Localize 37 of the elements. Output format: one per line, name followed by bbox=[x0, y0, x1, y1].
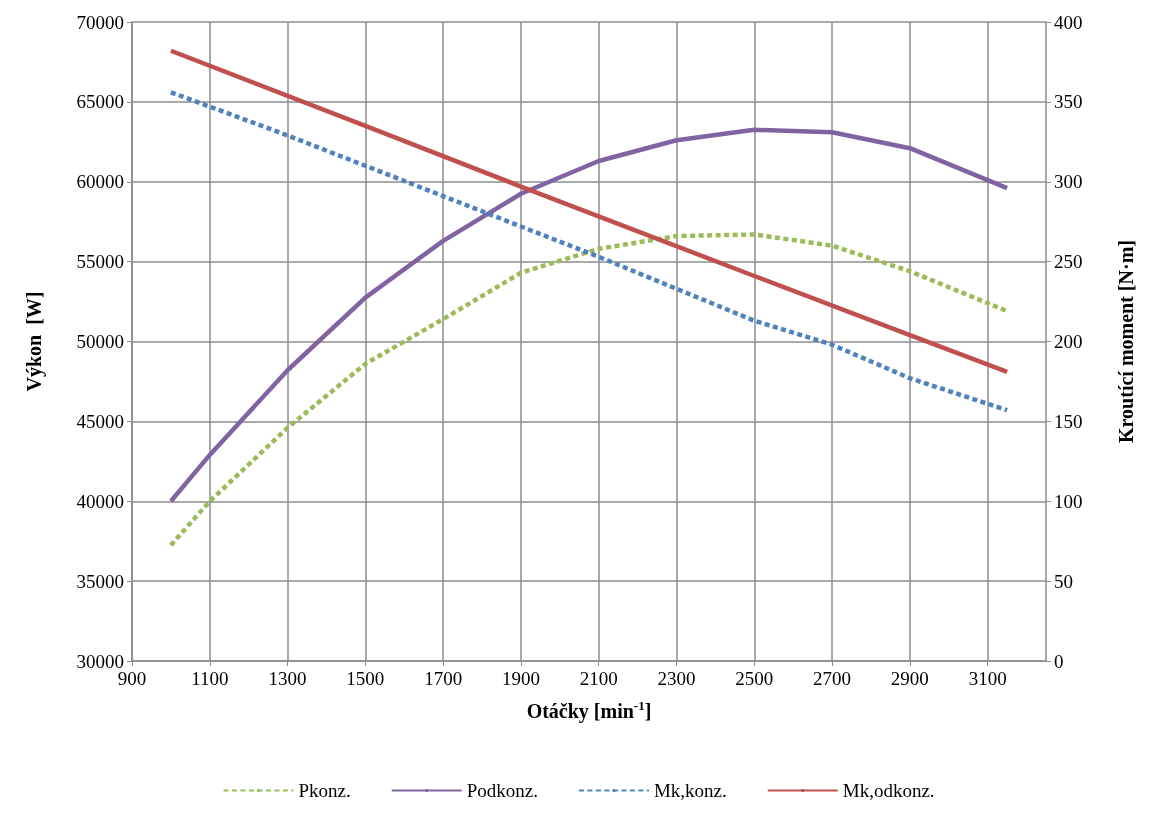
legend-label: Mk,odkonz. bbox=[842, 780, 935, 801]
y2-axis-title: Kroutící moment [N·m] bbox=[1115, 240, 1137, 443]
y2-tick-label: 400 bbox=[1054, 11, 1083, 33]
y2-tick-label: 0 bbox=[1054, 650, 1064, 672]
y-axis-title: Výkon [W] bbox=[23, 291, 46, 392]
x-tick-label: 2300 bbox=[657, 668, 696, 689]
x-tick-label: 2700 bbox=[813, 668, 852, 689]
y-tick-label: 65000 bbox=[76, 91, 124, 113]
line-series bbox=[168, 48, 1010, 375]
legend-label: Pkonz. bbox=[298, 780, 351, 801]
y-tick-label: 70000 bbox=[76, 11, 124, 33]
x-tick-label: 3100 bbox=[968, 668, 1007, 689]
legend-label: Podkonz. bbox=[466, 780, 538, 801]
y2-tick-label: 200 bbox=[1054, 331, 1083, 352]
line-series bbox=[168, 90, 1010, 413]
x-tick-label: 2900 bbox=[890, 668, 929, 689]
y-tick-label: 55000 bbox=[76, 251, 124, 273]
x-tick-label: 1500 bbox=[346, 668, 385, 689]
y-tick-label: 60000 bbox=[76, 171, 124, 193]
y-tick-label: 40000 bbox=[76, 490, 124, 512]
x-tick-label: 1900 bbox=[501, 668, 540, 689]
x-tick-label: 1100 bbox=[191, 668, 229, 689]
y-tick-label: 45000 bbox=[76, 410, 124, 432]
x-tick-label: 2500 bbox=[735, 668, 774, 689]
y2-tick-label: 250 bbox=[1054, 251, 1083, 273]
y2-tick-label: 50 bbox=[1054, 570, 1073, 592]
y-tick-label: 50000 bbox=[76, 331, 124, 352]
y-tick-label: 35000 bbox=[76, 570, 124, 592]
x-tick-label: 1300 bbox=[268, 668, 307, 689]
y2-tick-label: 350 bbox=[1054, 91, 1083, 113]
legend-label: Mk,konz. bbox=[653, 780, 727, 801]
line-series bbox=[168, 127, 1010, 504]
y2-tick-label: 100 bbox=[1054, 490, 1083, 512]
x-tick-label: 1700 bbox=[424, 668, 463, 689]
y2-tick-label: 150 bbox=[1054, 410, 1083, 432]
y2-tick-label: 300 bbox=[1054, 171, 1083, 193]
x-tick-label: 2100 bbox=[579, 668, 618, 689]
